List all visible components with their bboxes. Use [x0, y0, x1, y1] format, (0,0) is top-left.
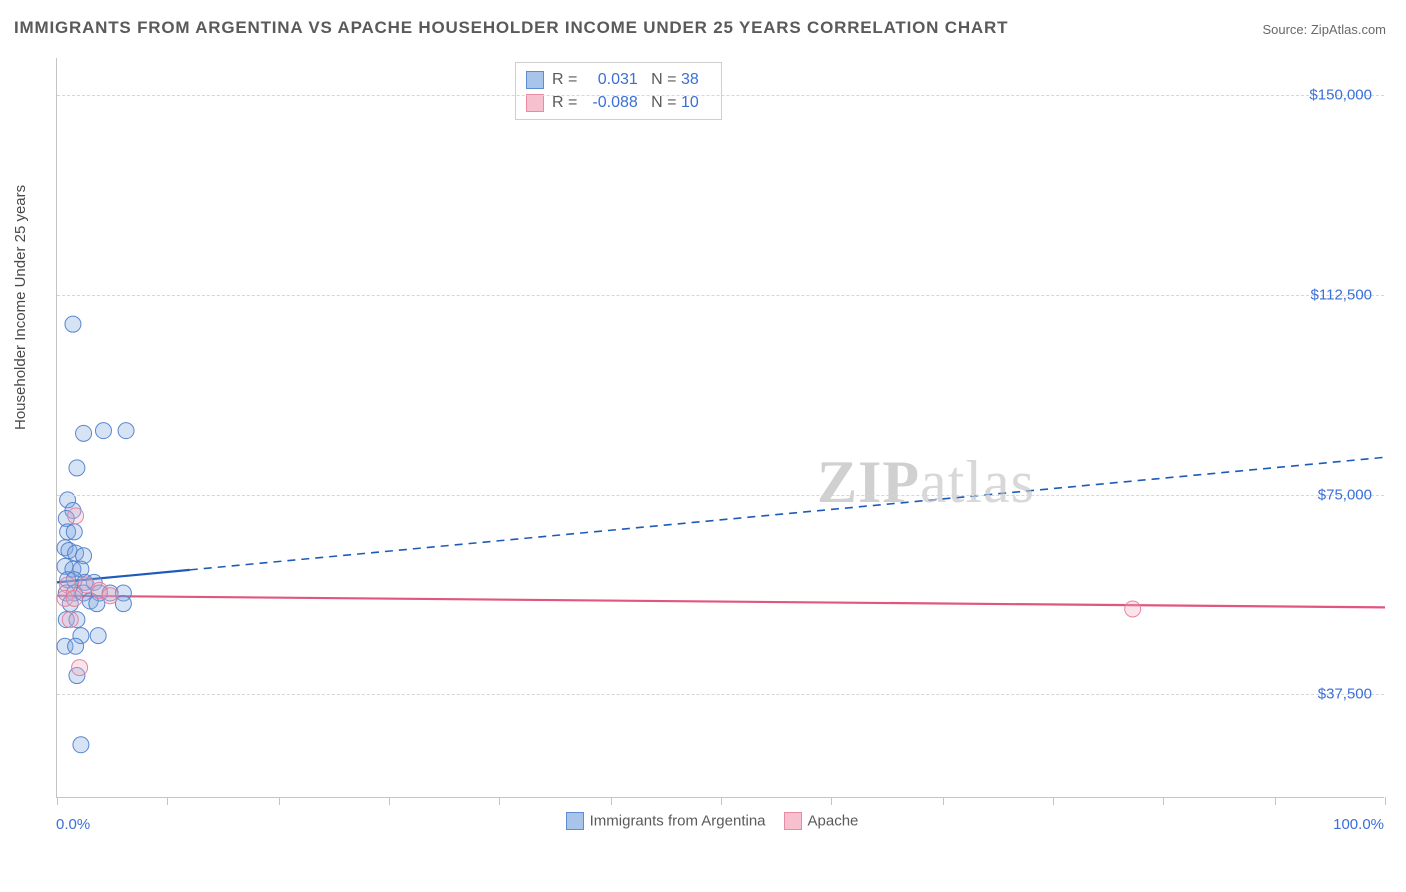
data-point-argentina	[95, 423, 111, 439]
data-point-apache	[102, 588, 118, 604]
x-tick-mark	[1385, 797, 1386, 805]
x-tick-mark	[831, 797, 832, 805]
x-tick-mark	[943, 797, 944, 805]
data-point-argentina	[118, 423, 134, 439]
gridline	[57, 95, 1384, 96]
legend-swatch-icon	[566, 812, 584, 830]
stats-swatch-icon	[526, 94, 544, 112]
x-tick-mark	[1275, 797, 1276, 805]
x-tick-mark	[167, 797, 168, 805]
gridline	[57, 694, 1384, 695]
data-point-argentina	[65, 316, 81, 332]
legend-swatch-icon	[784, 812, 802, 830]
data-point-argentina	[76, 425, 92, 441]
plot-svg	[57, 58, 1384, 797]
data-point-apache	[1125, 601, 1141, 617]
y-tick-label: $75,000	[1318, 486, 1372, 503]
x-tick-mark	[279, 797, 280, 805]
stats-n-value: 38	[681, 68, 707, 91]
correlation-stats-box: R = 0.031 N = 38R = -0.088 N = 10	[515, 62, 722, 120]
x-tick-mark	[1053, 797, 1054, 805]
gridline	[57, 295, 1384, 296]
trend-line-argentina-dashed	[190, 457, 1385, 570]
y-tick-label: $37,500	[1318, 686, 1372, 703]
data-point-apache	[62, 612, 78, 628]
data-point-argentina	[90, 628, 106, 644]
stats-swatch-icon	[526, 71, 544, 89]
legend-label: Immigrants from Argentina	[590, 813, 766, 830]
data-point-argentina	[68, 638, 84, 654]
data-point-apache	[68, 508, 84, 524]
data-point-argentina	[66, 524, 82, 540]
legend-bottom: Immigrants from Argentina Apache	[0, 812, 1406, 830]
stats-r-label: R =	[552, 94, 582, 111]
x-tick-mark	[1163, 797, 1164, 805]
chart-area: R = 0.031 N = 38R = -0.088 N = 10 ZIPatl…	[56, 58, 1384, 798]
data-point-apache	[66, 590, 82, 606]
stats-row-argentina: R = 0.031 N = 38	[526, 68, 707, 91]
source-label: Source: ZipAtlas.com	[1262, 22, 1386, 37]
stats-n-label: N =	[651, 71, 681, 88]
y-tick-label: $150,000	[1309, 87, 1372, 104]
data-point-argentina	[73, 737, 89, 753]
x-tick-mark	[389, 797, 390, 805]
data-point-apache	[72, 660, 88, 676]
x-tick-mark	[57, 797, 58, 805]
y-axis-label: Householder Income Under 25 years	[12, 185, 29, 430]
legend-label: Apache	[808, 813, 859, 830]
chart-title: IMMIGRANTS FROM ARGENTINA VS APACHE HOUS…	[14, 18, 1008, 38]
stats-n-label: N =	[651, 94, 681, 111]
stats-r-label: R =	[552, 71, 582, 88]
trend-line-apache	[57, 596, 1385, 608]
x-tick-mark	[721, 797, 722, 805]
x-tick-mark	[611, 797, 612, 805]
y-tick-label: $112,500	[1311, 286, 1372, 303]
data-point-argentina	[69, 460, 85, 476]
stats-r-value: 0.031	[582, 68, 638, 91]
gridline	[57, 495, 1384, 496]
x-tick-mark	[499, 797, 500, 805]
